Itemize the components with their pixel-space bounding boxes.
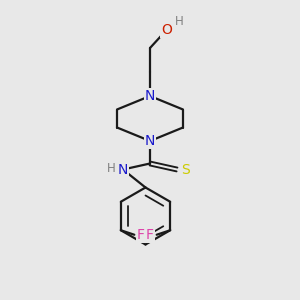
Text: N: N (145, 134, 155, 148)
Text: H: H (175, 15, 184, 28)
Text: O: O (161, 23, 172, 37)
Text: F: F (146, 228, 154, 242)
Text: H: H (107, 161, 116, 175)
Text: N: N (145, 89, 155, 103)
Text: N: N (118, 163, 128, 176)
Text: S: S (181, 163, 190, 176)
Text: F: F (137, 228, 145, 242)
